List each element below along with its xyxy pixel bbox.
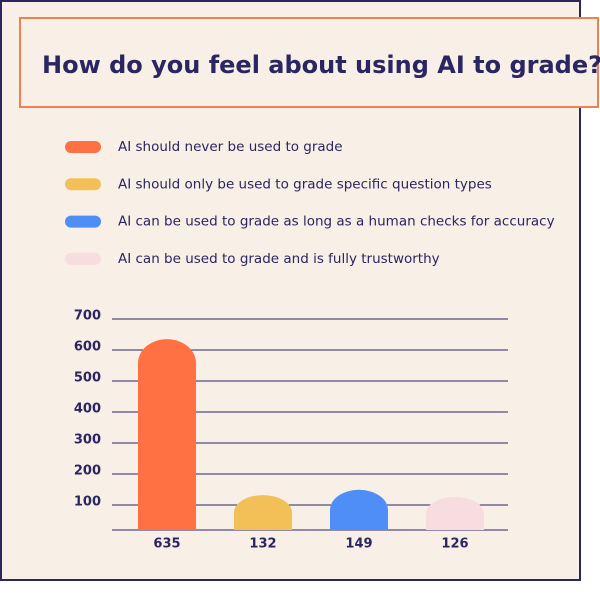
- bar: [426, 496, 484, 530]
- y-tick-label: 300: [74, 433, 101, 448]
- value-label: 132: [249, 537, 276, 552]
- legend-swatch: [65, 252, 101, 265]
- legend-swatch: [65, 215, 101, 228]
- legend-swatch: [65, 141, 101, 153]
- value-label: 635: [153, 537, 180, 552]
- y-tick-label: 500: [74, 371, 101, 386]
- legend-label: AI can be used to grade and is fully tru…: [118, 251, 440, 267]
- chart-title: How do you feel about using AI to grade?: [42, 51, 600, 79]
- legend-label: AI can be used to grade as long as a hum…: [118, 214, 555, 230]
- y-tick-label: 200: [74, 464, 101, 479]
- y-tick-label: 100: [74, 495, 101, 510]
- bar: [330, 489, 388, 530]
- legend-swatch: [65, 178, 101, 191]
- y-tick-label: 600: [74, 340, 101, 355]
- bar: [138, 339, 196, 530]
- bar: [234, 495, 292, 530]
- legend-label: AI should only be used to grade specific…: [118, 176, 492, 192]
- value-label: 126: [441, 537, 468, 552]
- title-box: [19, 17, 599, 108]
- legend-label: AI should never be used to grade: [118, 139, 343, 155]
- value-label: 149: [345, 537, 372, 552]
- y-tick-label: 400: [74, 402, 101, 417]
- y-tick-label: 700: [74, 309, 101, 324]
